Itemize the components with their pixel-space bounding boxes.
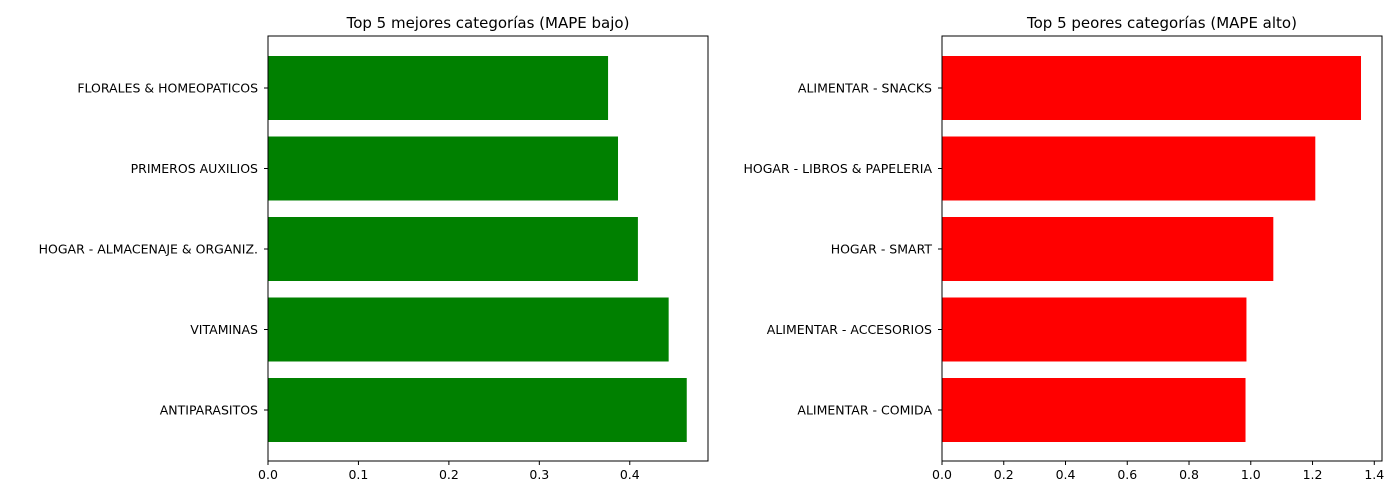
worst-bar (942, 297, 1247, 362)
best-category-label: PRIMEROS AUXILIOS (131, 161, 258, 176)
best-x-tick-label: 0.3 (529, 467, 549, 482)
worst-bar (942, 136, 1316, 201)
worst-x-tick-label: 0.4 (1056, 467, 1076, 482)
worst-category-label: ALIMENTAR - COMIDA (797, 403, 932, 418)
worst-x-tick-label: 0.6 (1117, 467, 1137, 482)
best-category-label: HOGAR - ALMACENAJE & ORGANIZ. (39, 242, 258, 257)
worst-chart-title: Top 5 peores categorías (MAPE alto) (1026, 14, 1297, 32)
worst-category-labels: ALIMENTAR - SNACKS HOGAR - LIBROS & PAPEL… (743, 81, 942, 418)
best-x-ticks: 0.0 0.1 0.2 0.3 0.4 (258, 461, 640, 482)
best-category-label: ANTIPARASITOS (160, 403, 258, 418)
worst-x-tick-label: 1.2 (1303, 467, 1323, 482)
worst-categories-chart: Top 5 peores categorías (MAPE alto) ALIM… (743, 14, 1384, 482)
worst-x-tick-label: 0.0 (932, 467, 952, 482)
worst-category-label: ALIMENTAR - ACCESORIOS (767, 322, 932, 337)
best-category-label: FLORALES & HOMEOPATICOS (77, 81, 258, 96)
best-x-tick-label: 0.1 (348, 467, 368, 482)
worst-bar (942, 217, 1274, 281)
best-bars (268, 56, 687, 442)
worst-x-tick-label: 1.0 (1241, 467, 1261, 482)
best-category-labels: FLORALES & HOMEOPATICOS PRIMEROS AUXILIOS… (39, 81, 268, 418)
best-bar (268, 378, 687, 442)
best-bar (268, 297, 669, 362)
best-x-tick-label: 0.4 (620, 467, 640, 482)
worst-category-label: HOGAR - SMART (831, 242, 933, 257)
worst-bar (942, 378, 1246, 442)
worst-category-label: HOGAR - LIBROS & PAPELERIA (743, 161, 932, 176)
best-x-tick-label: 0.0 (258, 467, 278, 482)
worst-x-tick-label: 0.8 (1179, 467, 1199, 482)
best-bar (268, 217, 638, 281)
best-bar (268, 56, 609, 120)
worst-x-ticks: 0.0 0.2 0.4 0.6 0.8 1.0 1.2 1.4 (932, 461, 1384, 482)
worst-bar (942, 56, 1362, 120)
worst-bars (942, 56, 1362, 442)
best-categories-chart: Top 5 mejores categorías (MAPE bajo) FLO… (39, 14, 709, 482)
worst-plot-frame (941, 35, 1383, 462)
best-x-tick-label: 0.2 (439, 467, 459, 482)
best-plot-frame (267, 35, 709, 462)
best-category-label: VITAMINAS (190, 322, 258, 337)
best-bar (268, 136, 619, 201)
worst-category-label: ALIMENTAR - SNACKS (798, 81, 932, 96)
best-chart-title: Top 5 mejores categorías (MAPE bajo) (346, 14, 630, 32)
worst-x-tick-label: 0.2 (994, 467, 1014, 482)
worst-x-tick-label: 1.4 (1364, 467, 1384, 482)
